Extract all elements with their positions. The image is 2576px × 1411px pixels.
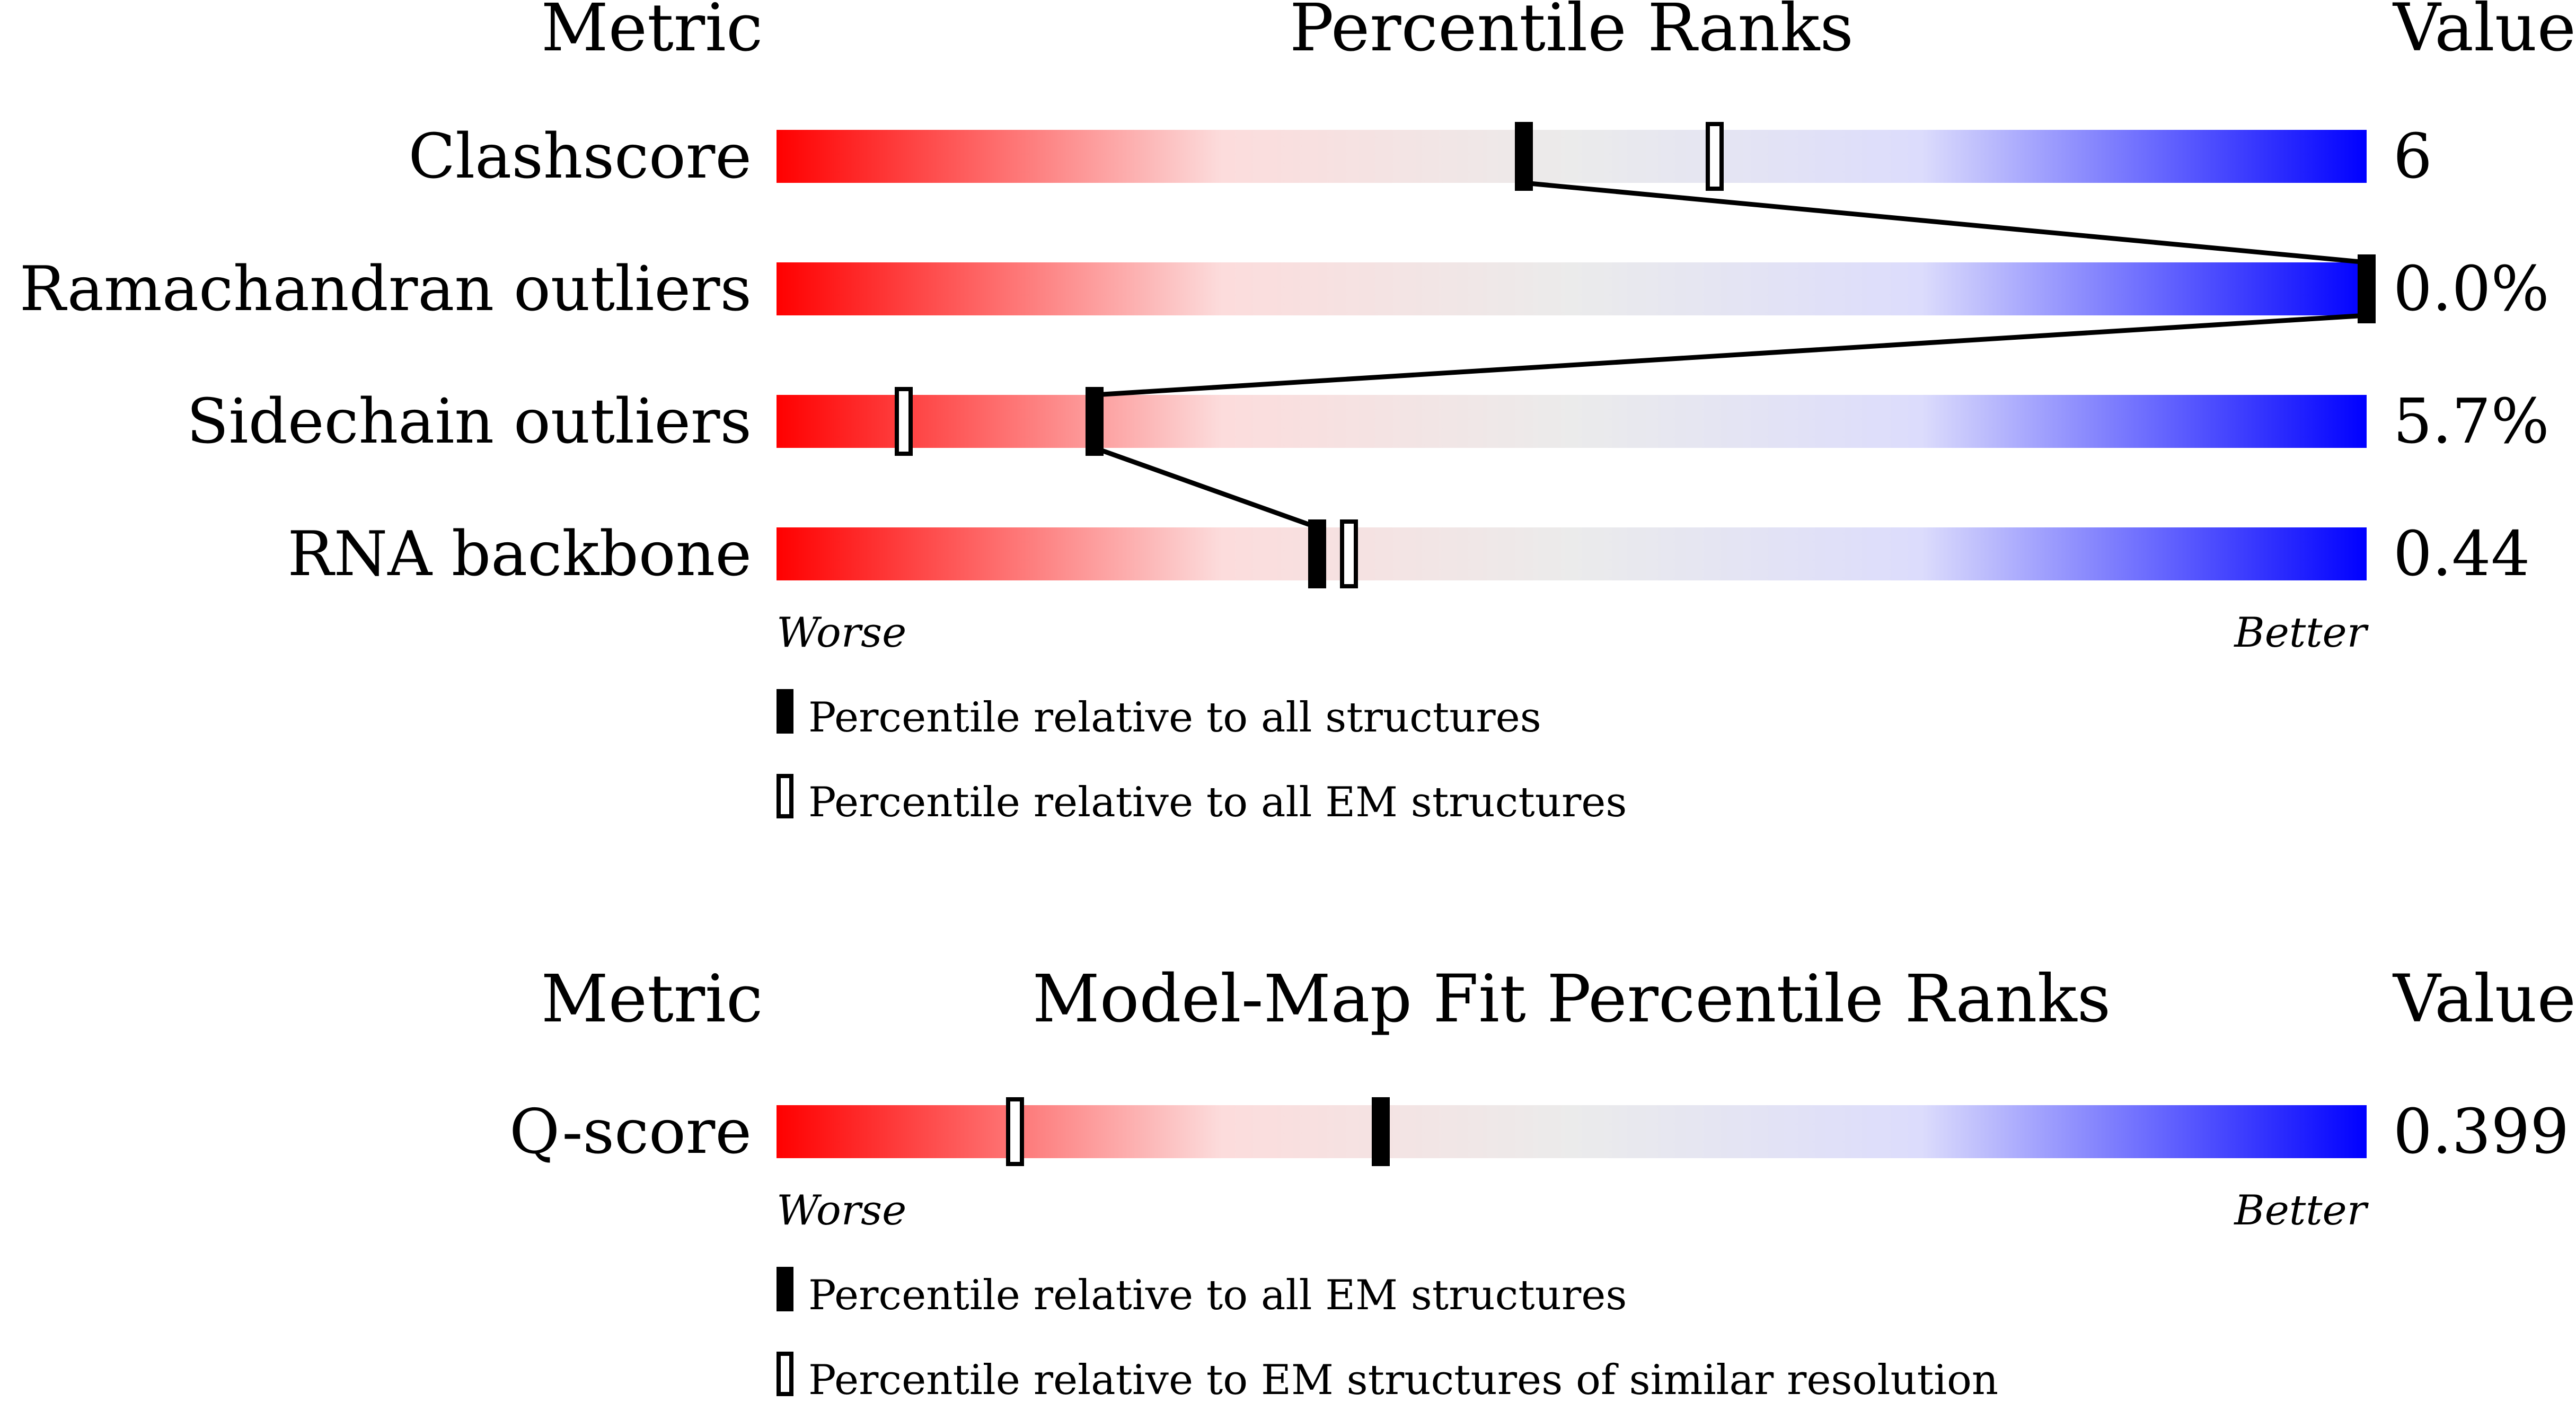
metric-row: Sidechain outliers 5.7%: [187, 386, 2549, 457]
percentile-marker-open: [1706, 122, 1724, 191]
marker-connector-line: [1093, 445, 1318, 530]
chart-panel-1: Metric Percentile Ranks Value Clashscore 6 Ra…: [20, 0, 2576, 826]
metric-value: 0.399: [2393, 1096, 2569, 1168]
percentile-bar: [777, 527, 2367, 580]
metric-value: 0.0%: [2393, 253, 2549, 325]
metric-row: RNA backbone 0.44: [287, 518, 2530, 590]
legend-filled-label: Percentile relative to all EM structures: [808, 1272, 1627, 1319]
percentile-marker-open: [895, 387, 913, 456]
header-value: Value: [2392, 0, 2576, 66]
axis-worse-label: Worse: [777, 1187, 906, 1234]
legend-filled-label: Percentile relative to all structures: [808, 694, 1541, 742]
metric-value: 6: [2393, 121, 2432, 192]
header-value: Value: [2392, 961, 2576, 1037]
percentile-marker-filled: [1372, 1097, 1390, 1166]
metric-value: 0.44: [2393, 518, 2530, 590]
chart-panel-2: Metric Model-Map Fit Percentile Ranks Valu…: [509, 961, 2576, 1404]
metric-row: Clashscore 6: [408, 121, 2432, 192]
legend-open-label: Percentile relative to EM structures of …: [808, 1356, 1998, 1404]
metric-label: Ramachandran outliers: [20, 253, 752, 325]
percentile-marker-open: [1006, 1097, 1024, 1166]
metric-label: RNA backbone: [287, 518, 752, 590]
legend-filled-marker-icon: [777, 689, 793, 734]
legend-open-marker-icon: [777, 1352, 793, 1396]
percentile-bar: [777, 262, 2367, 315]
percentile-marker-filled: [2358, 254, 2376, 323]
header-metric: Metric: [541, 0, 763, 66]
percentile-bar: [777, 1105, 2367, 1158]
header-metric: Metric: [541, 961, 763, 1037]
legend-filled-marker-icon: [777, 1267, 793, 1311]
axis-better-label: Better: [2233, 1187, 2369, 1234]
percentile-marker-filled: [1515, 122, 1533, 191]
chart-title: Model-Map Fit Percentile Ranks: [1033, 961, 2111, 1037]
percentile-bar: [777, 130, 2367, 183]
percentile-marker-filled: [1086, 387, 1104, 456]
axis-worse-label: Worse: [777, 609, 906, 657]
metric-label: Clashscore: [408, 121, 752, 192]
metric-row: Q-score 0.399: [509, 1096, 2569, 1168]
legend-open-label: Percentile relative to all EM structures: [808, 779, 1627, 826]
marker-connector-line: [1094, 313, 2367, 398]
metric-value: 5.7%: [2393, 386, 2549, 457]
metric-row: Ramachandran outliers 0.0%: [20, 253, 2549, 325]
axis-better-label: Better: [2233, 609, 2369, 657]
chart-title: Percentile Ranks: [1290, 0, 1854, 66]
metric-label: Q-score: [509, 1096, 752, 1168]
metric-label: Sidechain outliers: [187, 386, 752, 457]
percentile-marker-filled: [1308, 519, 1326, 588]
percentile-bar: [777, 395, 2367, 448]
percentile-marker-open: [1340, 519, 1358, 588]
legend-open-marker-icon: [777, 774, 793, 818]
marker-connector-line: [1523, 180, 2367, 265]
